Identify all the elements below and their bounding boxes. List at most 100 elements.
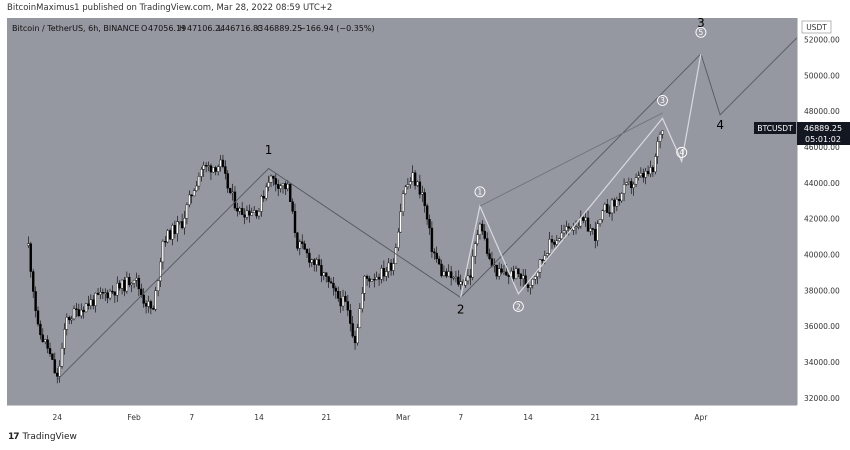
minor-wave-circle [657,94,668,106]
candle [176,221,179,234]
candle [469,275,472,278]
candle [608,212,611,214]
candle [159,261,162,282]
candle [452,277,455,279]
price-axis-svg: USDT 52000.00 50000.00 48000.00 46000.00 440… [801,20,840,403]
candle [606,204,609,213]
candle [135,277,138,281]
candle [409,181,412,185]
candle [394,247,398,264]
candle [351,323,354,337]
candle [72,308,76,320]
candle [204,165,208,167]
candle [202,165,205,170]
candle [512,270,515,279]
candle [473,243,477,257]
candle [651,167,655,173]
candle [610,199,614,214]
candle [272,175,275,179]
candle [101,291,105,294]
candle [200,169,203,177]
candle [437,258,441,265]
candle [349,310,352,324]
candle [418,181,422,195]
candle [240,208,244,215]
candle [507,274,510,277]
candle [416,181,419,186]
channel-line [479,112,663,207]
candle [132,279,136,284]
candle [601,210,604,220]
time-tick-label: 7 [189,413,194,422]
countdown: 05:01:02 [805,135,841,144]
chart-pane[interactable]: 1 2 3 4 1 2 3 4 5 Bitcoin / TetherUS, 6h, BINANC… [7,18,797,405]
candle [361,293,364,309]
candle [656,141,659,157]
candle [96,292,100,295]
minor-wave-label: 3 [660,96,665,105]
candle [517,268,520,274]
price-tick-label: 34000.00 [804,358,840,367]
price-chart[interactable]: 1 2 3 4 1 2 3 4 5 Bitcoin / TetherUS, 6h, BINANC… [7,18,797,405]
candle [500,268,503,273]
candle [48,348,52,354]
candle [550,239,554,243]
price-axis[interactable]: USDT 52000.00 50000.00 48000.00 46000.00 440… [797,18,850,405]
candle [505,271,508,276]
candle [440,263,443,277]
candle [279,185,282,189]
candle [173,225,177,234]
candle [118,282,121,289]
candle [646,171,650,175]
candle [406,184,410,188]
candle [262,196,265,199]
candle [433,251,436,254]
candle [216,166,220,172]
candle [411,172,414,182]
minor-wave-circle [676,146,688,158]
candle [164,241,167,243]
price-tick-label: 44000.00 [804,179,840,188]
time-tick-label: Apr [694,413,708,422]
candle [478,223,482,235]
candle [536,272,539,277]
candle [404,186,407,194]
candle [207,165,210,167]
candle [291,201,294,212]
candle [281,183,285,187]
candle [661,130,664,135]
candle [464,280,467,286]
candle [622,184,626,194]
candle [329,281,333,284]
candle [233,191,237,209]
candle [231,191,234,194]
candle [152,308,155,310]
candle [51,353,54,360]
candle [264,186,268,199]
last-price-marker: BTCUSDT 46889.25 05:01:02 [754,122,850,145]
candle [303,243,306,250]
footer-brand[interactable]: 17 TradingView [8,432,77,442]
price-tick-label: 50000.00 [804,71,840,80]
candle [481,223,484,232]
major-wave-label: 1 [265,143,273,157]
legend-high-label: H [179,24,185,33]
candle [574,226,578,229]
candle [423,192,426,206]
candle [228,187,232,193]
price-tick-label: 32000.00 [804,394,840,403]
candle [634,177,638,185]
candle [39,323,42,336]
candle [111,290,114,293]
price-tick-label: 46000.00 [804,143,840,152]
candle [156,280,160,291]
price-tick-label: 42000.00 [804,215,840,224]
candle [195,185,198,191]
candle [274,178,277,185]
time-axis[interactable]: 24 Feb 7 14 21 Mar 7 14 21 Apr [7,405,797,428]
candle [377,276,381,280]
candle [192,190,196,197]
candle [435,252,438,260]
candle [29,243,32,272]
candle [526,284,530,288]
